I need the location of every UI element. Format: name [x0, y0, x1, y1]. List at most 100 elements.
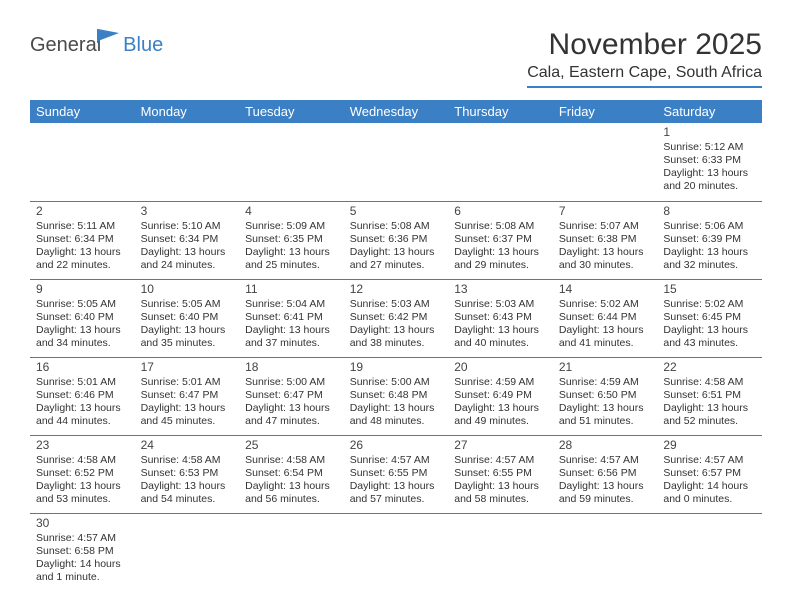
- empty-cell: [553, 513, 658, 591]
- day-number: 29: [663, 438, 756, 453]
- sunrise-line: Sunrise: 5:12 AM: [663, 141, 756, 154]
- sunrise-line: Sunrise: 5:05 AM: [36, 298, 129, 311]
- day-number: 16: [36, 360, 129, 375]
- sunrise-line: Sunrise: 5:08 AM: [350, 220, 443, 233]
- empty-cell: [344, 513, 449, 591]
- title-block: November 2025 Cala, Eastern Cape, South …: [527, 28, 762, 88]
- month-title: November 2025: [527, 28, 762, 62]
- sunrise-line: Sunrise: 5:03 AM: [454, 298, 547, 311]
- daylight-line: Daylight: 13 hours and 59 minutes.: [559, 480, 652, 506]
- sunrise-line: Sunrise: 4:58 AM: [36, 454, 129, 467]
- sunrise-line: Sunrise: 5:05 AM: [141, 298, 234, 311]
- sunset-line: Sunset: 6:45 PM: [663, 311, 756, 324]
- sunrise-line: Sunrise: 5:06 AM: [663, 220, 756, 233]
- daylight-line: Daylight: 13 hours and 51 minutes.: [559, 402, 652, 428]
- daylight-line: Daylight: 13 hours and 45 minutes.: [141, 402, 234, 428]
- sunset-line: Sunset: 6:43 PM: [454, 311, 547, 324]
- location: Cala, Eastern Cape, South Africa: [527, 64, 762, 88]
- sunrise-line: Sunrise: 5:02 AM: [559, 298, 652, 311]
- day-number: 18: [245, 360, 338, 375]
- daylight-line: Daylight: 13 hours and 54 minutes.: [141, 480, 234, 506]
- day-cell: 17Sunrise: 5:01 AMSunset: 6:47 PMDayligh…: [135, 357, 240, 435]
- day-number: 20: [454, 360, 547, 375]
- calendar-row: 30Sunrise: 4:57 AMSunset: 6:58 PMDayligh…: [30, 513, 762, 591]
- daylight-line: Daylight: 13 hours and 40 minutes.: [454, 324, 547, 350]
- sunrise-line: Sunrise: 5:11 AM: [36, 220, 129, 233]
- sunset-line: Sunset: 6:54 PM: [245, 467, 338, 480]
- day-cell: 10Sunrise: 5:05 AMSunset: 6:40 PMDayligh…: [135, 279, 240, 357]
- empty-cell: [448, 513, 553, 591]
- day-cell: 24Sunrise: 4:58 AMSunset: 6:53 PMDayligh…: [135, 435, 240, 513]
- empty-cell: [448, 123, 553, 201]
- daylight-line: Daylight: 13 hours and 49 minutes.: [454, 402, 547, 428]
- day-number: 12: [350, 282, 443, 297]
- day-cell: 20Sunrise: 4:59 AMSunset: 6:49 PMDayligh…: [448, 357, 553, 435]
- daylight-line: Daylight: 13 hours and 27 minutes.: [350, 246, 443, 272]
- day-cell: 14Sunrise: 5:02 AMSunset: 6:44 PMDayligh…: [553, 279, 658, 357]
- day-number: 30: [36, 516, 129, 531]
- logo: General Blue: [30, 34, 163, 57]
- sunset-line: Sunset: 6:40 PM: [141, 311, 234, 324]
- day-cell: 11Sunrise: 5:04 AMSunset: 6:41 PMDayligh…: [239, 279, 344, 357]
- day-number: 7: [559, 204, 652, 219]
- sunset-line: Sunset: 6:36 PM: [350, 233, 443, 246]
- daylight-line: Daylight: 14 hours and 1 minute.: [36, 558, 129, 584]
- empty-cell: [553, 123, 658, 201]
- sunset-line: Sunset: 6:57 PM: [663, 467, 756, 480]
- day-number: 22: [663, 360, 756, 375]
- sunrise-line: Sunrise: 4:57 AM: [36, 532, 129, 545]
- sunset-line: Sunset: 6:53 PM: [141, 467, 234, 480]
- sunset-line: Sunset: 6:55 PM: [454, 467, 547, 480]
- day-number: 3: [141, 204, 234, 219]
- daylight-line: Daylight: 13 hours and 29 minutes.: [454, 246, 547, 272]
- sunrise-line: Sunrise: 5:09 AM: [245, 220, 338, 233]
- sunset-line: Sunset: 6:34 PM: [36, 233, 129, 246]
- sunrise-line: Sunrise: 4:57 AM: [663, 454, 756, 467]
- empty-cell: [239, 513, 344, 591]
- day-cell: 16Sunrise: 5:01 AMSunset: 6:46 PMDayligh…: [30, 357, 135, 435]
- sunset-line: Sunset: 6:41 PM: [245, 311, 338, 324]
- daylight-line: Daylight: 13 hours and 41 minutes.: [559, 324, 652, 350]
- sunset-line: Sunset: 6:40 PM: [36, 311, 129, 324]
- day-number: 4: [245, 204, 338, 219]
- day-number: 14: [559, 282, 652, 297]
- day-cell: 19Sunrise: 5:00 AMSunset: 6:48 PMDayligh…: [344, 357, 449, 435]
- daylight-line: Daylight: 13 hours and 22 minutes.: [36, 246, 129, 272]
- sunset-line: Sunset: 6:37 PM: [454, 233, 547, 246]
- sunset-line: Sunset: 6:56 PM: [559, 467, 652, 480]
- day-cell: 29Sunrise: 4:57 AMSunset: 6:57 PMDayligh…: [657, 435, 762, 513]
- daylight-line: Daylight: 13 hours and 44 minutes.: [36, 402, 129, 428]
- sunset-line: Sunset: 6:47 PM: [245, 389, 338, 402]
- day-cell: 28Sunrise: 4:57 AMSunset: 6:56 PMDayligh…: [553, 435, 658, 513]
- day-cell: 9Sunrise: 5:05 AMSunset: 6:40 PMDaylight…: [30, 279, 135, 357]
- day-cell: 30Sunrise: 4:57 AMSunset: 6:58 PMDayligh…: [30, 513, 135, 591]
- day-number: 8: [663, 204, 756, 219]
- calendar-row: 1Sunrise: 5:12 AMSunset: 6:33 PMDaylight…: [30, 123, 762, 201]
- day-number: 13: [454, 282, 547, 297]
- sunrise-line: Sunrise: 4:58 AM: [663, 376, 756, 389]
- day-cell: 5Sunrise: 5:08 AMSunset: 6:36 PMDaylight…: [344, 201, 449, 279]
- daylight-line: Daylight: 13 hours and 57 minutes.: [350, 480, 443, 506]
- day-number: 23: [36, 438, 129, 453]
- day-number: 28: [559, 438, 652, 453]
- empty-cell: [239, 123, 344, 201]
- day-number: 24: [141, 438, 234, 453]
- day-cell: 12Sunrise: 5:03 AMSunset: 6:42 PMDayligh…: [344, 279, 449, 357]
- sunset-line: Sunset: 6:49 PM: [454, 389, 547, 402]
- daylight-line: Daylight: 13 hours and 53 minutes.: [36, 480, 129, 506]
- sunset-line: Sunset: 6:51 PM: [663, 389, 756, 402]
- day-header: Friday: [553, 100, 658, 123]
- sunrise-line: Sunrise: 4:59 AM: [454, 376, 547, 389]
- day-cell: 7Sunrise: 5:07 AMSunset: 6:38 PMDaylight…: [553, 201, 658, 279]
- daylight-line: Daylight: 13 hours and 43 minutes.: [663, 324, 756, 350]
- day-number: 17: [141, 360, 234, 375]
- daylight-line: Daylight: 13 hours and 47 minutes.: [245, 402, 338, 428]
- empty-cell: [135, 513, 240, 591]
- day-cell: 21Sunrise: 4:59 AMSunset: 6:50 PMDayligh…: [553, 357, 658, 435]
- sunset-line: Sunset: 6:38 PM: [559, 233, 652, 246]
- empty-cell: [344, 123, 449, 201]
- day-cell: 23Sunrise: 4:58 AMSunset: 6:52 PMDayligh…: [30, 435, 135, 513]
- day-cell: 4Sunrise: 5:09 AMSunset: 6:35 PMDaylight…: [239, 201, 344, 279]
- day-cell: 6Sunrise: 5:08 AMSunset: 6:37 PMDaylight…: [448, 201, 553, 279]
- day-cell: 8Sunrise: 5:06 AMSunset: 6:39 PMDaylight…: [657, 201, 762, 279]
